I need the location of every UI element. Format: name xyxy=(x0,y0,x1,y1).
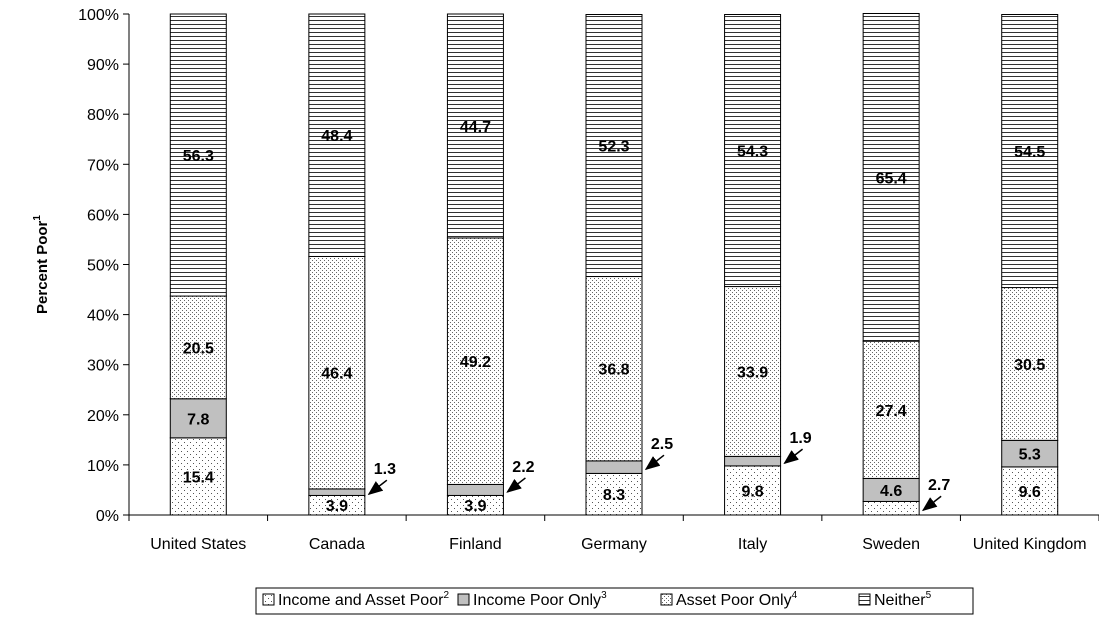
data-label: 9.6 xyxy=(1019,484,1041,501)
bar-segment xyxy=(1001,466,1059,516)
bar-segment xyxy=(308,488,366,496)
data-label-arrow xyxy=(506,477,526,493)
y-tick-label: 90% xyxy=(87,57,119,74)
data-label: 4.6 xyxy=(880,483,902,500)
x-tick-label: Canada xyxy=(309,536,365,553)
y-tick-label: 100% xyxy=(78,7,119,24)
data-label: 2.7 xyxy=(928,477,950,494)
axes: 0% 10% 20% 30% 40% 50% 60% 70% 80% 90% 100% Percent… xyxy=(32,7,1099,553)
bar-segment xyxy=(446,13,504,239)
data-label: 36.8 xyxy=(598,362,629,379)
legend-sup: 3 xyxy=(601,590,607,601)
data-label: 1.3 xyxy=(374,461,396,478)
data-label: 30.5 xyxy=(1014,357,1045,374)
y-tick-label: 80% xyxy=(87,107,119,124)
data-label: 2.2 xyxy=(512,459,534,476)
y-axis-title-sup: 1 xyxy=(32,215,43,221)
data-label: 49.2 xyxy=(460,354,491,371)
data-label: 54.3 xyxy=(737,144,768,161)
bar-segment xyxy=(308,13,366,257)
bar-segment xyxy=(724,14,782,288)
data-label: 3.9 xyxy=(326,498,348,515)
data-label: 44.7 xyxy=(460,119,491,136)
x-tick-label: United States xyxy=(150,536,246,553)
y-tick-label: 60% xyxy=(87,207,119,224)
y-tick-label: 30% xyxy=(87,358,119,375)
data-label: 46.4 xyxy=(321,366,352,383)
y-axis-title-text: Percent Poor xyxy=(34,220,51,314)
x-tick-label: Italy xyxy=(738,536,767,553)
bar-segment xyxy=(862,500,920,516)
bar-segment xyxy=(862,12,920,342)
bar-segment xyxy=(585,276,643,462)
data-label: 15.4 xyxy=(183,469,214,486)
bar-segment xyxy=(169,13,227,297)
legend-label: Asset Poor Only xyxy=(676,592,792,609)
legend-swatch xyxy=(457,593,470,606)
data-label: 2.5 xyxy=(651,436,673,453)
data-label-arrow xyxy=(367,479,388,496)
legend-swatch xyxy=(660,593,673,606)
legend-item: Income Poor Only3 xyxy=(473,590,607,609)
y-axis-title: Percent Poor1 xyxy=(32,215,51,314)
y-tick-label: 20% xyxy=(87,408,119,425)
bar-segment xyxy=(308,255,366,490)
bar-segment xyxy=(169,437,227,516)
data-label-arrow xyxy=(921,495,942,512)
bar-segment xyxy=(446,483,504,496)
y-tick-label: 0% xyxy=(96,508,119,525)
bar-segment xyxy=(724,286,782,457)
data-label: 65.4 xyxy=(876,170,907,187)
data-label: 3.9 xyxy=(464,498,486,515)
legend-item: Income and Asset Poor2 xyxy=(278,590,449,609)
y-tick-label: 10% xyxy=(87,458,119,475)
data-label-arrow xyxy=(783,448,804,465)
legend-label: Income and Asset Poor xyxy=(278,592,444,609)
y-tick-label: 50% xyxy=(87,258,119,275)
bar-segment xyxy=(862,340,920,479)
bar-segment xyxy=(1001,14,1059,289)
bar-segment xyxy=(585,472,643,516)
data-label: 5.3 xyxy=(1019,447,1041,464)
bar-segment xyxy=(585,460,643,474)
data-label: 56.3 xyxy=(183,148,214,165)
legend-swatch xyxy=(262,593,275,606)
data-label: 33.9 xyxy=(737,364,768,381)
bar-segment xyxy=(585,14,643,278)
legend-label: Income Poor Only xyxy=(473,592,601,609)
data-label: 9.8 xyxy=(741,483,763,500)
legend-sup: 4 xyxy=(792,590,798,601)
legend-item: Neither5 xyxy=(874,590,932,609)
data-label: 8.3 xyxy=(603,487,625,504)
bar-segment xyxy=(446,237,504,485)
legend-sup: 5 xyxy=(926,590,932,601)
data-label: 7.8 xyxy=(187,411,209,428)
data-label: 1.9 xyxy=(789,430,811,447)
x-tick-label: Finland xyxy=(449,536,501,553)
data-label-arrow xyxy=(644,454,665,471)
data-label: 20.5 xyxy=(183,340,214,357)
legend-label: Neither xyxy=(874,592,926,609)
data-label: 54.5 xyxy=(1014,144,1045,161)
y-tick-label: 40% xyxy=(87,308,119,325)
x-tick-label: United Kingdom xyxy=(973,536,1087,553)
data-label: 27.4 xyxy=(876,403,907,420)
data-labels: 15.4 7.8 20.5 56.3 3.9 1.3 46.4 48.4 3.9 2.2 49.2 4… xyxy=(183,119,1046,515)
bar-segment xyxy=(724,455,782,467)
bar-segment xyxy=(1001,287,1059,441)
bars xyxy=(169,12,1059,516)
legend: Income and Asset Poor2 Income Poor Only3 A… xyxy=(255,587,974,615)
legend-item: Asset Poor Only4 xyxy=(676,590,798,609)
bar-segment xyxy=(169,295,227,400)
legend-box xyxy=(255,587,974,615)
legend-swatch xyxy=(858,593,871,606)
x-tick-label: Sweden xyxy=(862,536,920,553)
y-tick-label: 70% xyxy=(87,157,119,174)
x-tick-label: Germany xyxy=(581,536,647,553)
data-label: 52.3 xyxy=(598,139,629,156)
data-label: 48.4 xyxy=(321,128,352,145)
legend-sup: 2 xyxy=(443,590,449,601)
